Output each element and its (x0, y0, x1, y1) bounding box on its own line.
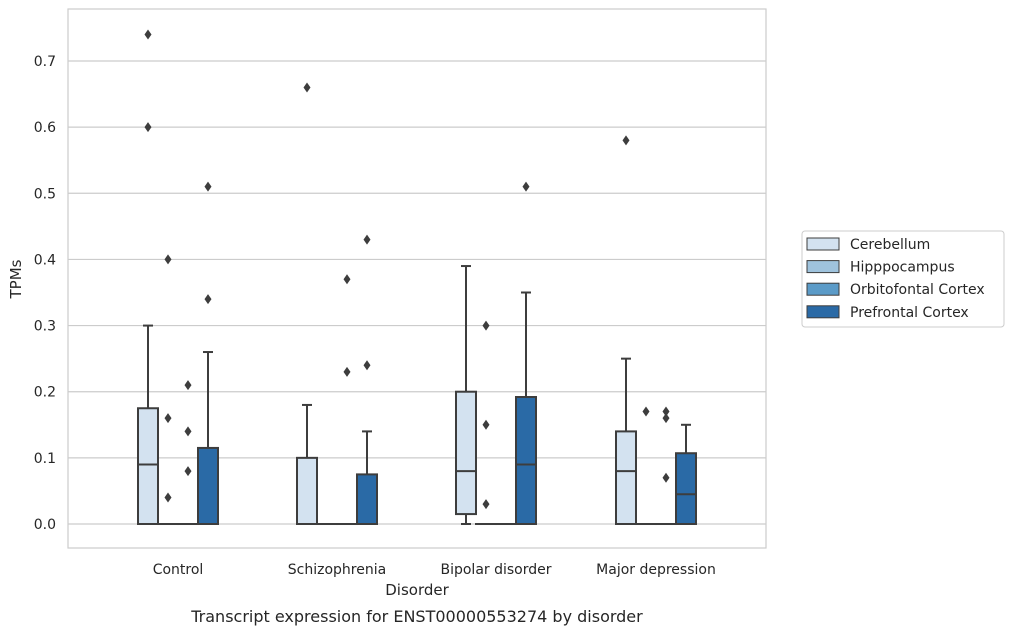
box-body (516, 397, 536, 524)
y-tick-label: 0.1 (34, 451, 56, 467)
y-tick-label: 0.7 (34, 54, 56, 70)
legend-swatch (807, 238, 839, 250)
outlier-point (483, 420, 490, 430)
legend-swatch (807, 283, 839, 295)
outlier-point (185, 466, 192, 476)
outlier-point (364, 360, 371, 370)
legend-label: Hipppocampus (850, 260, 955, 276)
y-tick-labels: 0.0 0.1 0.2 0.3 0.4 0.5 0.6 0.7 (34, 54, 56, 533)
box-2-1 (337, 274, 357, 524)
box-0-1 (297, 82, 317, 524)
boxes (138, 30, 696, 524)
box-0-2 (456, 266, 476, 524)
box-3-2 (516, 182, 536, 524)
x-tick-label: Bipolar disorder (440, 562, 551, 578)
box-body (138, 408, 158, 524)
outlier-point (145, 30, 152, 40)
y-tick-label: 0.3 (34, 319, 56, 335)
outlier-point (205, 182, 212, 192)
legend-swatch (807, 261, 839, 273)
x-axis-label: Disorder (385, 581, 449, 599)
chart-caption: Transcript expression for ENST0000055327… (190, 607, 643, 626)
box-body (357, 474, 377, 524)
box-1-0 (158, 254, 178, 524)
y-tick-label: 0.4 (34, 252, 56, 268)
outlier-point (205, 294, 212, 304)
box-body (297, 458, 317, 524)
box-3-3 (676, 425, 696, 524)
outlier-point (165, 413, 172, 423)
outlier-point (185, 426, 192, 436)
outlier-point (643, 407, 650, 417)
outlier-point (344, 367, 351, 377)
legend-label: Orbitofontal Cortex (850, 282, 985, 298)
y-tick-label: 0.2 (34, 385, 56, 401)
legend-label: Cerebellum (850, 237, 930, 253)
outlier-point (145, 122, 152, 132)
box-body (198, 448, 218, 524)
box-0-0 (138, 30, 158, 524)
box-2-0 (178, 380, 198, 524)
gridlines (68, 61, 766, 524)
box-3-1 (357, 235, 377, 524)
outlier-point (623, 135, 630, 145)
legend-swatch (807, 306, 839, 318)
box-body (676, 453, 696, 524)
y-tick-label: 0.6 (34, 120, 56, 136)
outlier-point (364, 235, 371, 245)
outlier-point (663, 473, 670, 483)
outlier-point (304, 82, 311, 92)
box-1-2 (476, 321, 496, 524)
box-2-3 (656, 407, 676, 524)
outlier-point (663, 413, 670, 423)
plot-frame (68, 9, 766, 548)
y-tick-label: 0.5 (34, 186, 56, 202)
legend: Cerebellum Hipppocampus Orbitofontal Corte… (802, 231, 1004, 327)
x-tick-label: Schizophrenia (288, 562, 386, 578)
y-axis-label: TPMs (7, 259, 25, 299)
legend-label: Prefrontal Cortex (850, 305, 969, 321)
x-tick-labels: Control Schizophrenia Bipolar disorder Majo… (153, 562, 716, 578)
box-1-3 (636, 407, 656, 524)
y-tick-label: 0.0 (34, 517, 56, 533)
outlier-point (185, 380, 192, 390)
outlier-point (483, 499, 490, 509)
outlier-point (483, 321, 490, 331)
x-tick-label: Major depression (596, 562, 716, 578)
outlier-point (344, 274, 351, 284)
x-tick-label: Control (153, 562, 204, 578)
box-body (616, 431, 636, 524)
box-body (456, 392, 476, 514)
outlier-point (165, 254, 172, 264)
outlier-point (165, 493, 172, 503)
box-3-0 (198, 182, 218, 524)
outlier-point (523, 182, 530, 192)
